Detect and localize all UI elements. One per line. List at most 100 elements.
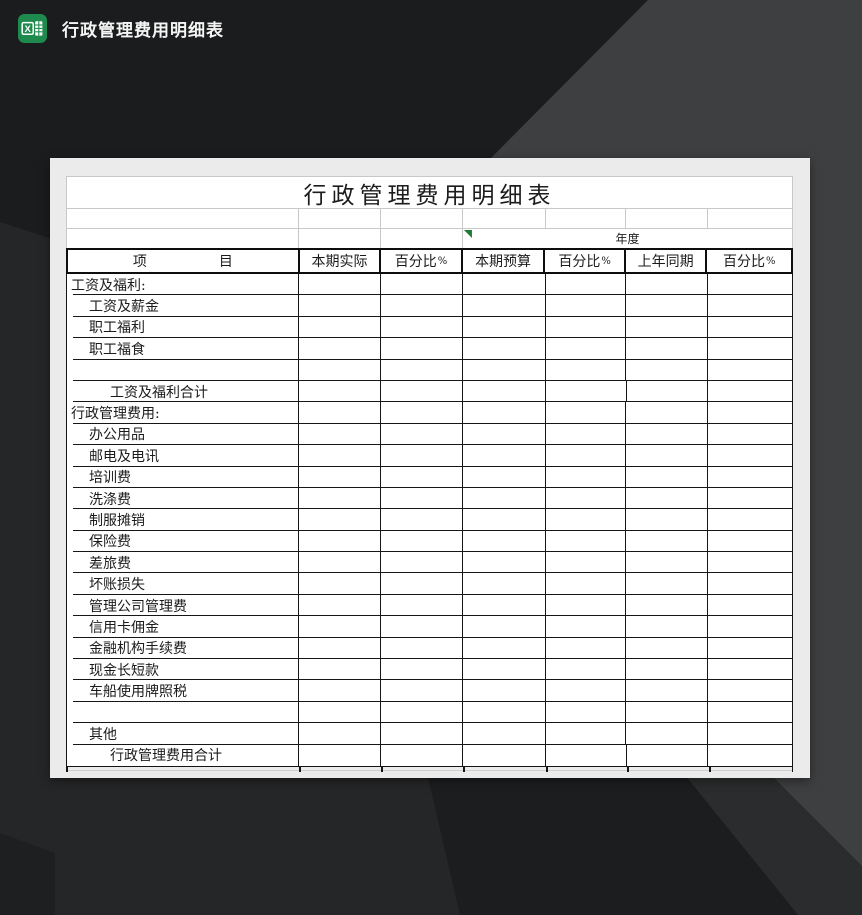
value-cell[interactable] bbox=[545, 701, 627, 724]
value-cell[interactable] bbox=[708, 295, 792, 318]
empty-cell[interactable] bbox=[299, 229, 382, 248]
value-cell[interactable] bbox=[462, 659, 546, 681]
value-cell[interactable] bbox=[708, 595, 792, 617]
empty-cell[interactable] bbox=[708, 209, 792, 228]
value-cell[interactable] bbox=[545, 637, 627, 660]
value-cell[interactable] bbox=[381, 423, 463, 446]
value-cell[interactable] bbox=[462, 316, 546, 339]
row-label-cell[interactable] bbox=[67, 701, 300, 724]
value-cell[interactable] bbox=[626, 295, 709, 318]
value-cell[interactable] bbox=[626, 445, 709, 467]
value-cell[interactable] bbox=[708, 424, 792, 446]
value-cell[interactable] bbox=[462, 530, 546, 553]
value-cell[interactable] bbox=[626, 573, 709, 596]
row-label-cell[interactable]: 行政管理费用: bbox=[67, 402, 300, 425]
value-cell[interactable] bbox=[626, 680, 709, 703]
value-cell[interactable] bbox=[462, 701, 546, 724]
value-cell[interactable] bbox=[462, 616, 546, 639]
value-cell[interactable] bbox=[462, 573, 546, 596]
value-cell[interactable] bbox=[462, 423, 546, 446]
row-label-cell[interactable]: 现金长短款 bbox=[67, 659, 300, 681]
value-cell[interactable] bbox=[381, 445, 463, 467]
row-label-cell[interactable]: 职工福食 bbox=[67, 338, 300, 360]
value-cell[interactable] bbox=[708, 638, 792, 660]
value-cell[interactable] bbox=[708, 573, 792, 596]
value-cell[interactable] bbox=[299, 723, 382, 745]
value-cell[interactable] bbox=[626, 466, 709, 489]
value-cell[interactable] bbox=[545, 659, 627, 681]
value-cell[interactable] bbox=[626, 637, 709, 660]
value-cell[interactable] bbox=[381, 659, 463, 681]
value-cell[interactable] bbox=[381, 594, 463, 617]
value-cell[interactable] bbox=[462, 295, 546, 318]
value-cell[interactable] bbox=[299, 423, 382, 446]
value-cell[interactable] bbox=[545, 316, 627, 339]
header-cell[interactable]: 本期预算 bbox=[463, 250, 546, 272]
value-cell[interactable] bbox=[299, 380, 382, 403]
value-cell[interactable] bbox=[462, 552, 546, 574]
value-cell[interactable] bbox=[381, 573, 463, 596]
value-cell[interactable] bbox=[545, 359, 627, 382]
value-cell[interactable] bbox=[708, 488, 792, 510]
sheet-title-row[interactable]: 行政管理费用明细表 bbox=[67, 177, 792, 209]
header-cell[interactable]: 本期实际 bbox=[300, 250, 382, 272]
value-cell[interactable] bbox=[545, 594, 627, 617]
value-cell[interactable] bbox=[299, 402, 382, 425]
value-cell[interactable] bbox=[462, 359, 546, 382]
value-cell[interactable] bbox=[545, 487, 627, 510]
value-cell[interactable] bbox=[708, 402, 792, 425]
value-cell[interactable] bbox=[708, 274, 792, 296]
value-cell[interactable] bbox=[708, 552, 792, 574]
empty-cell[interactable] bbox=[381, 229, 463, 248]
value-cell[interactable] bbox=[381, 616, 463, 639]
value-cell[interactable] bbox=[299, 573, 382, 596]
header-cell[interactable]: 上年同期 bbox=[626, 250, 708, 272]
value-cell[interactable] bbox=[626, 530, 709, 553]
value-cell[interactable] bbox=[381, 295, 463, 318]
value-cell[interactable] bbox=[627, 744, 709, 766]
row-label-cell[interactable]: 坏账损失 bbox=[67, 573, 300, 596]
value-cell[interactable] bbox=[299, 509, 382, 532]
value-cell[interactable] bbox=[299, 701, 382, 724]
value-cell[interactable] bbox=[381, 380, 463, 403]
value-cell[interactable] bbox=[626, 509, 709, 532]
value-cell[interactable] bbox=[708, 360, 792, 382]
value-cell[interactable] bbox=[462, 723, 546, 745]
value-cell[interactable] bbox=[708, 509, 792, 532]
value-cell[interactable] bbox=[545, 552, 627, 574]
value-cell[interactable] bbox=[626, 316, 709, 339]
value-cell[interactable] bbox=[299, 594, 382, 617]
value-cell[interactable] bbox=[708, 659, 792, 681]
empty-cell[interactable] bbox=[546, 209, 627, 228]
row-label-cell[interactable]: 行政管理费用合计 bbox=[67, 744, 300, 766]
empty-cell[interactable] bbox=[626, 209, 709, 228]
value-cell[interactable] bbox=[545, 445, 627, 467]
value-cell[interactable] bbox=[545, 402, 627, 425]
value-cell[interactable] bbox=[462, 402, 546, 425]
value-cell[interactable] bbox=[381, 359, 463, 382]
row-label-cell[interactable]: 办公用品 bbox=[67, 423, 300, 446]
value-cell[interactable] bbox=[626, 723, 709, 745]
value-cell[interactable] bbox=[462, 466, 546, 489]
row-label-cell[interactable] bbox=[67, 359, 300, 382]
value-cell[interactable] bbox=[299, 338, 382, 360]
header-cell[interactable]: 百分比% bbox=[722, 254, 776, 270]
value-cell[interactable] bbox=[381, 316, 463, 339]
value-cell[interactable] bbox=[381, 530, 463, 553]
value-cell[interactable] bbox=[626, 701, 709, 724]
value-cell[interactable] bbox=[626, 274, 709, 296]
value-cell[interactable] bbox=[626, 402, 709, 425]
year-merged-cell[interactable]: 年度 bbox=[463, 229, 792, 248]
spacer-row[interactable] bbox=[67, 209, 792, 229]
value-cell[interactable] bbox=[381, 701, 463, 724]
header-cell[interactable]: 百分比% bbox=[545, 250, 626, 272]
value-cell[interactable] bbox=[381, 509, 463, 532]
value-cell[interactable] bbox=[299, 295, 382, 318]
value-cell[interactable] bbox=[708, 338, 792, 360]
value-cell[interactable] bbox=[545, 530, 627, 553]
value-cell[interactable] bbox=[708, 445, 792, 467]
value-cell[interactable] bbox=[545, 573, 627, 596]
value-cell[interactable] bbox=[462, 487, 546, 510]
empty-cell[interactable] bbox=[463, 209, 546, 228]
value-cell[interactable] bbox=[381, 552, 463, 574]
